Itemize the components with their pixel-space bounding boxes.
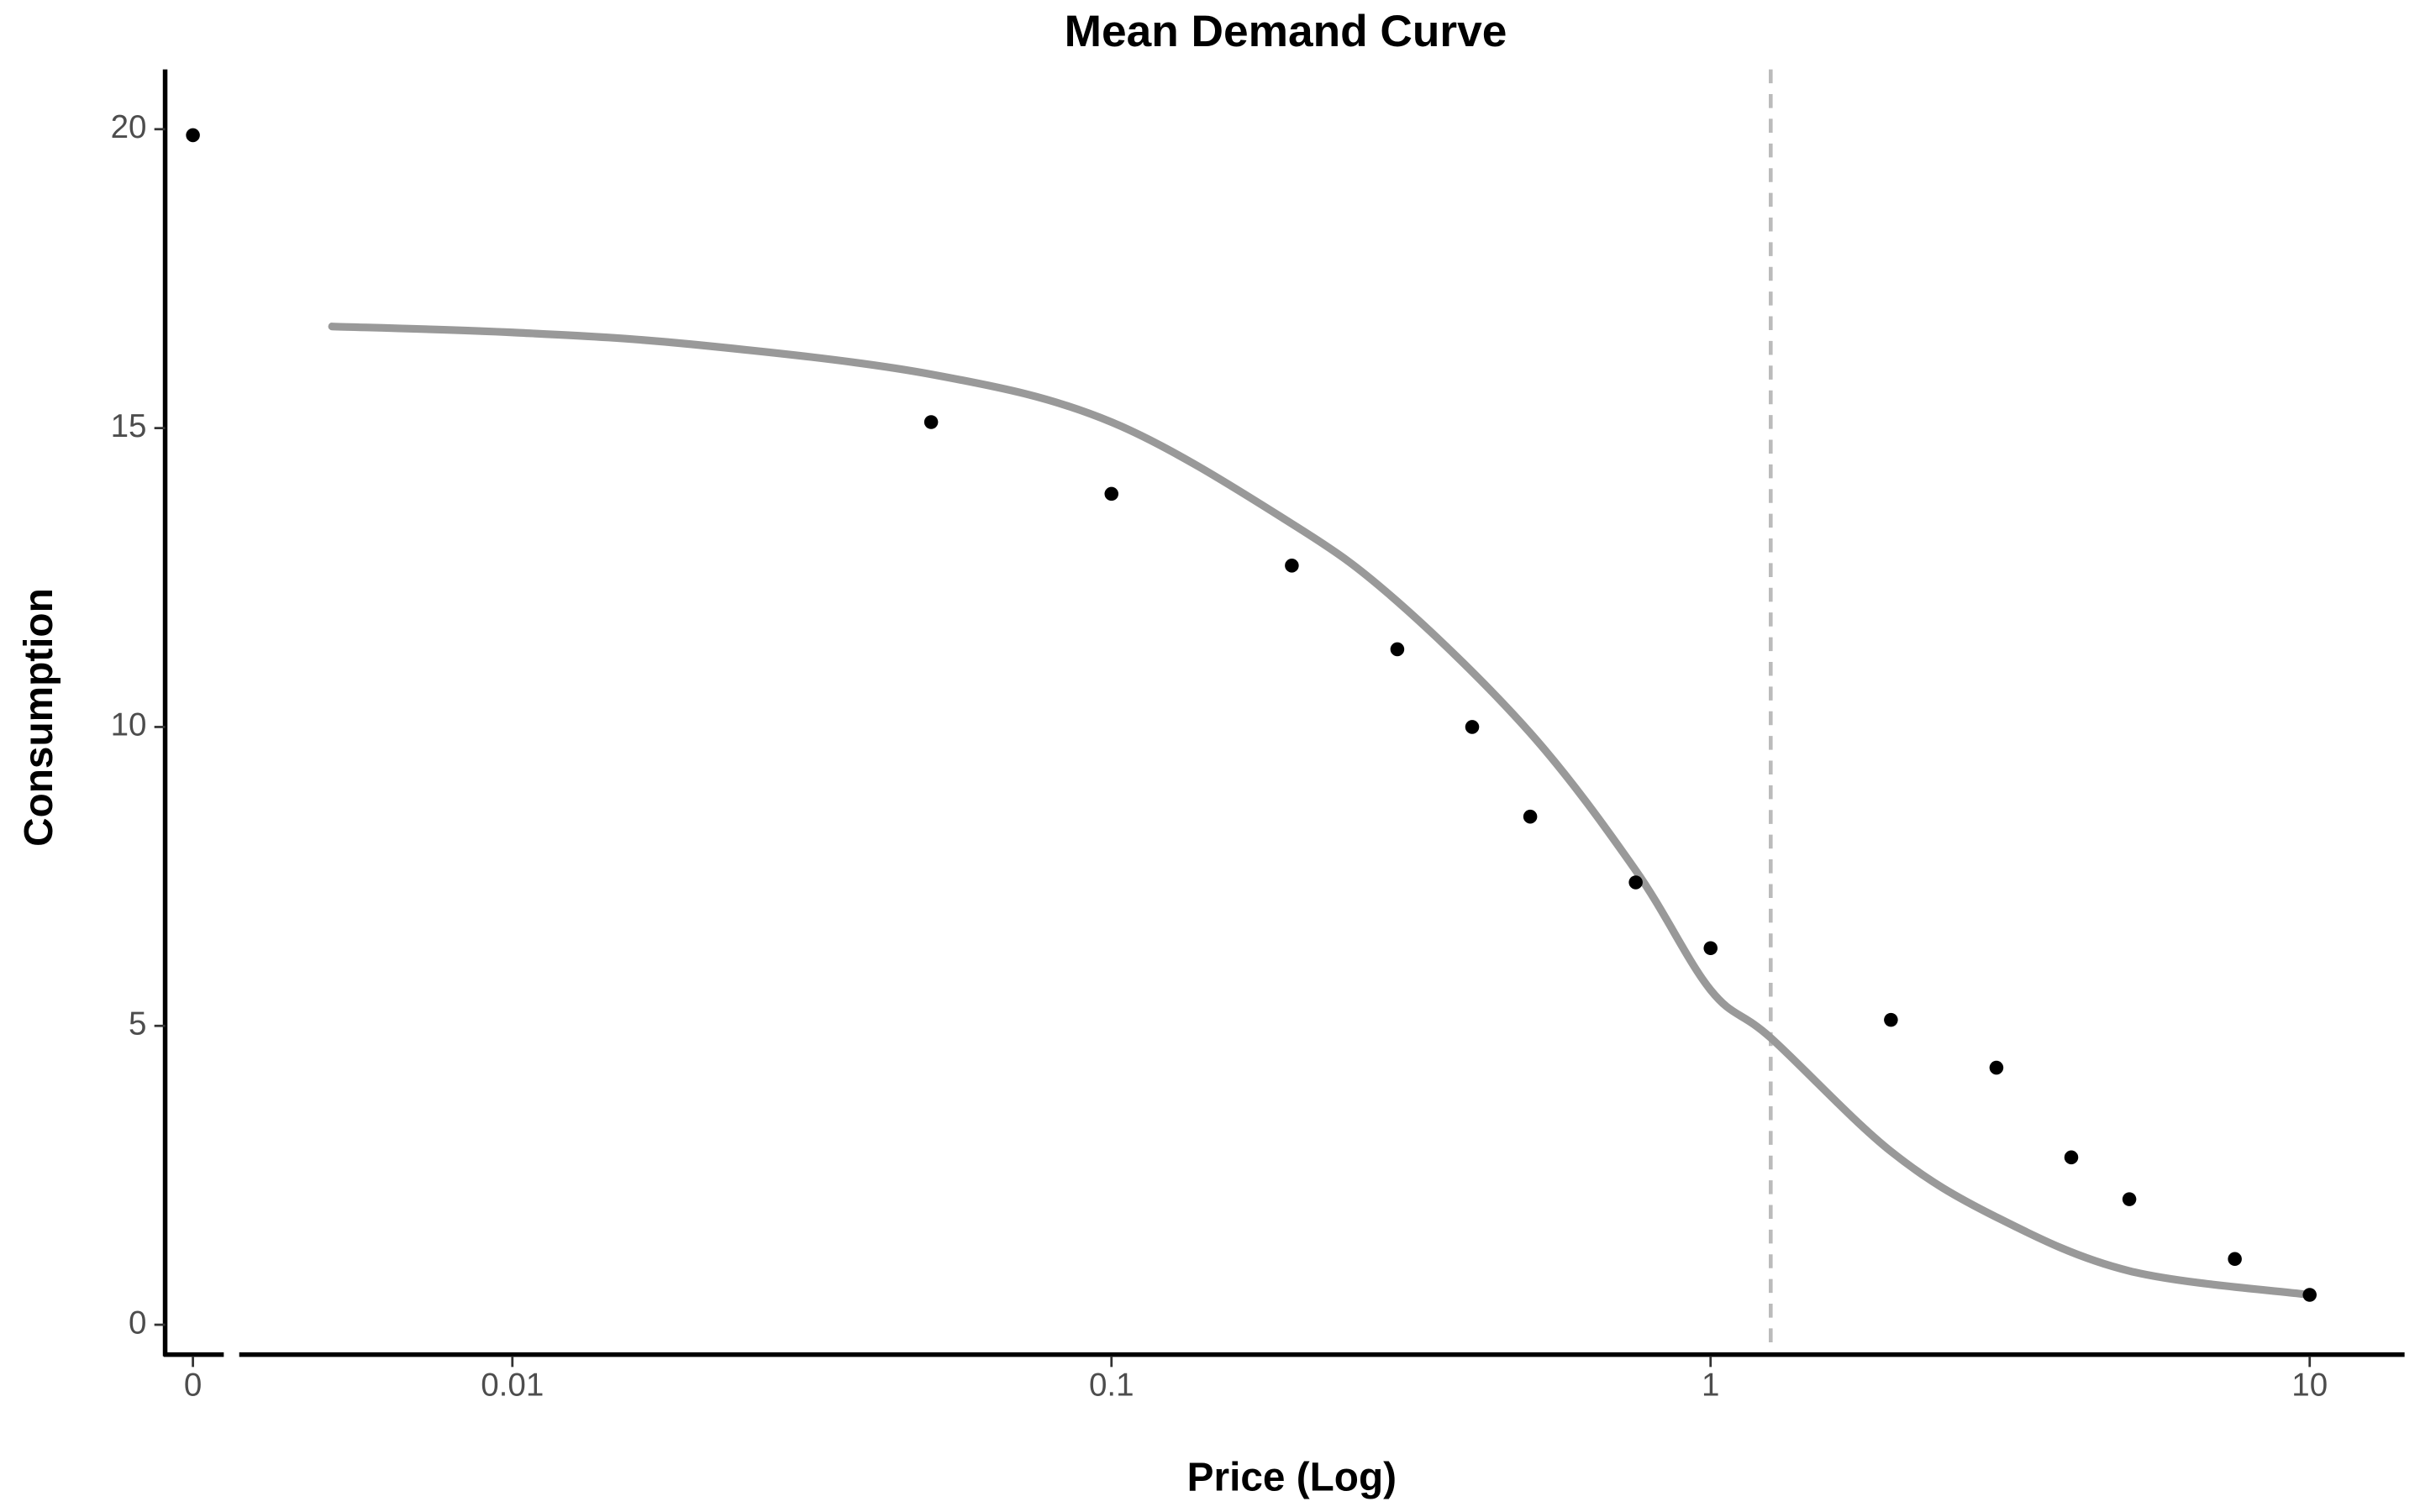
data-point: [1523, 809, 1538, 824]
x-axis-label: Price (Log): [1187, 1455, 1397, 1499]
data-point: [1884, 1012, 1898, 1027]
data-point: [1989, 1060, 2004, 1075]
data-point: [1465, 720, 1480, 734]
data-point: [1104, 486, 1119, 501]
data-point: [2228, 1252, 2242, 1267]
data-point: [2302, 1288, 2317, 1302]
chart-title: Mean Demand Curve: [1065, 7, 1507, 56]
data-point: [1390, 642, 1405, 657]
data-point: [1285, 559, 1299, 573]
x-tick-label: 10: [2291, 1367, 2328, 1403]
y-tick-label: 10: [111, 707, 147, 743]
demand-curve: [328, 323, 2314, 1299]
data-point: [1628, 875, 1643, 890]
y-axis-label: Consumption: [17, 588, 61, 847]
data-point: [186, 128, 200, 143]
x-tick-label: 0.01: [481, 1367, 544, 1403]
data-point: [923, 415, 939, 429]
y-tick-label: 5: [129, 1005, 146, 1042]
y-tick-label: 15: [111, 408, 147, 444]
data-point: [1703, 941, 1718, 956]
y-tick-label: 20: [111, 109, 147, 145]
y-tick-label: 0: [129, 1305, 146, 1341]
x-tick-label: 0.1: [1089, 1367, 1134, 1403]
data-point: [2064, 1150, 2079, 1165]
data-point: [2122, 1192, 2137, 1206]
x-tick-label: 0: [184, 1367, 202, 1403]
x-tick-label: 1: [1702, 1367, 1719, 1403]
